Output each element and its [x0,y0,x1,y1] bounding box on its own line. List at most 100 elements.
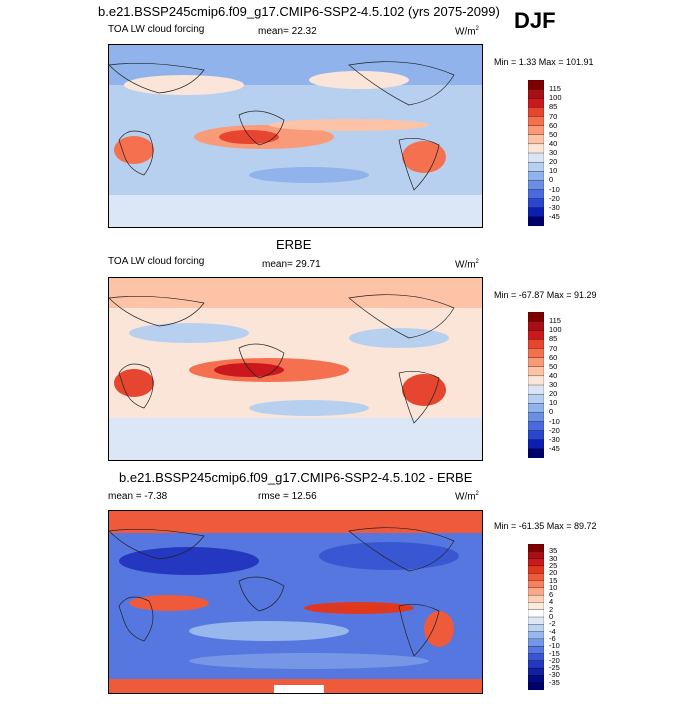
panel1-map-svg [109,45,482,227]
panel2-warm-pool-core [214,363,284,377]
panel2-colorbar-swatch [527,393,545,404]
panel3-southern-belt [189,653,429,669]
panel1-colorbar-tick-label: 10 [549,166,558,176]
panel2-colorbar-labels: 115 100 85 70 60 50 40 30 20 10 0 -10 -20 -30 -45 [549,312,589,472]
panel2-colorbar-tick-label: 40 [549,370,558,380]
panel2-patch-atlantic [129,323,249,343]
panel1-subtropical-low [249,167,369,183]
panel1-colorbar-tick-label: -20 [549,193,560,203]
panel2-minmax: Min = -67.87 Max = 91.29 [494,290,597,300]
panel3-colorbar-labels: 35 30 25 20 15 10 6 4 2 0 -2 -4 -6 -10 -15 -20 -25 -30 -35 [549,544,589,704]
panel3-colorbar-tick-label: -15 [549,648,560,658]
panel3-colorbar-swatch [527,667,545,676]
panel3-pacific-anomaly [304,602,414,614]
panel1-colorbar-swatch [527,161,545,172]
panel2-colorbar [527,311,545,463]
panel2-colorbar-swatch [527,448,545,459]
panel3-colorbar-swatch [527,609,545,618]
panel3-colorbar-tick-label: 2 [549,604,554,614]
panel3-colorbar-swatch [527,631,545,640]
panel2-colorbar-swatch [527,366,545,377]
panel3-north-band [109,511,482,533]
panel3-colorbar-tick-label: 30 [549,553,558,563]
panel2-colorbar-swatch [527,412,545,422]
panel3-colorbar-swatch [527,587,545,596]
panel1-colorbar-swatch [527,134,545,145]
panel1-colorbar-swatch [527,216,545,227]
panel2-colorbar-swatch [527,403,545,413]
panel3-missing-data [274,685,324,693]
panel1-colorbar-tick-label: 115 [549,84,561,94]
panel3-colorbar-swatch [527,580,545,589]
panel3-colorbar-tick-label: 35 [549,546,558,556]
panel3-colorbar-tick-label: 25 [549,560,558,570]
panel1-colorbar-tick-label: 30 [549,148,558,157]
panel3-colorbar-swatch [527,551,545,560]
panel3-colorbar-tick-label: -30 [549,670,560,680]
panel2-south-band [109,418,482,460]
panel3-indian-ocean [189,621,349,641]
panel3-patch-atlantic [119,547,259,575]
panel3-colorbar-swatch [527,646,545,654]
panel2-colorbar-tick-label: 60 [549,352,558,362]
panel3-rmse: rmse = 12.56 [258,491,317,502]
panel2-colorbar-tick-label: 70 [549,343,558,353]
panel1-colorbar-swatch [527,88,545,99]
panel1-colorbar-tick-label: 20 [549,157,558,167]
panel1-south-band [109,195,482,227]
panel1-warm-pool-core [219,130,279,144]
panel3-africa-anomaly [129,595,209,611]
panel1-colorbar-tick-label: 100 [549,93,562,103]
panel1-colorbar-tick-label: 50 [549,129,558,139]
panel1-colorbar-swatch [527,180,545,190]
panel3-colorbar-swatch [527,565,545,574]
panel1-colorbar-tick-label: -30 [549,202,560,212]
panel2-title: ERBE [276,237,312,252]
panel2-colorbar-tick-label: -30 [549,434,560,444]
panel2-amazon-max [402,374,446,406]
panel2-coastlines [109,294,455,424]
season-label: DJF [514,8,556,33]
panel3-colorbar-swatch [527,558,545,567]
panel1-variable: TOA LW cloud forcing [108,24,205,35]
panel3-mean: mean = -7.38 [108,491,168,502]
panel2-subtropical-low [249,400,369,416]
panel3-colorbar-tick-label: 20 [549,568,558,578]
panel2-colorbar-tick-label: 115 [549,316,561,326]
panel2-map [108,277,483,461]
panel1-colorbar-swatch [527,79,545,90]
panel1-patch-atlantic [124,75,244,95]
panel1-colorbar-tick-label: 60 [549,120,558,130]
panel1-colorbar-swatch [527,207,545,218]
panel3-colorbar-swatch [527,602,545,611]
panel2-colorbar-swatch [527,330,545,340]
panel3-map-svg [109,511,482,693]
panel1-amazon-max [402,141,446,173]
panel2-colorbar-tick-label: -10 [549,416,560,426]
panel3-colorbar-tick-label: -35 [549,677,560,687]
panel2-colorbar-swatch [527,348,545,359]
panel1-colorbar-tick-label: 0 [549,175,554,185]
panel2-colorbar-tick-label: 85 [549,334,558,344]
panel2-colorbar-swatch [527,430,545,441]
panel3-colorbar-tick-label: -10 [549,641,560,651]
panel1-colorbar-tick-label: -10 [549,184,560,194]
panel1-colorbar-swatch [527,189,545,200]
panel1-colorbar-swatch [527,125,545,136]
panel1-coastlines [109,61,455,191]
panel3-amazon-anomaly [424,611,454,647]
panel2-patch-pacific [349,328,449,348]
panel2-colorbar-swatch [527,375,545,386]
panel2-colorbar-swatch [527,311,545,322]
panel2-variable: TOA LW cloud forcing [108,256,205,267]
panel1-colorbar-swatch [527,198,545,209]
panel3-map [108,510,483,694]
panel2-colorbar-tick-label: 0 [549,407,554,417]
panel1-colorbar-svg [527,79,545,227]
panel2-africa-max [114,369,154,397]
panel2-colorbar-swatch [527,320,545,331]
panel2-colorbar-swatch [527,357,545,368]
panel2-colorbar-swatch [527,384,545,395]
panel3-colorbar-swatch [527,675,545,684]
panel3-colorbar-tick-label: -2 [549,619,556,629]
